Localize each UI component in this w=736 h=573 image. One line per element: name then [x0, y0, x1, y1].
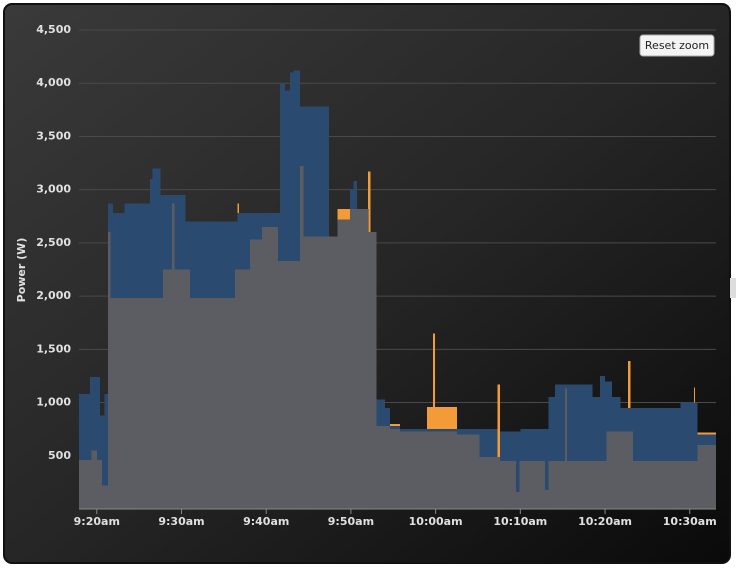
y-tick-label: 3,000	[36, 183, 71, 196]
area-step	[278, 260, 301, 509]
area-step	[250, 239, 262, 509]
area-step	[90, 377, 101, 509]
area-step	[100, 415, 105, 509]
area-step	[565, 388, 567, 509]
side-tab	[730, 278, 736, 298]
area-step	[606, 431, 633, 509]
area-step	[101, 485, 108, 509]
area-step	[592, 397, 600, 509]
area-step	[548, 397, 556, 509]
area-step	[303, 236, 338, 509]
area-step	[79, 460, 92, 509]
area-step	[96, 460, 102, 509]
area-step	[261, 226, 279, 509]
y-tick-label: 3,500	[36, 129, 71, 142]
area-step	[479, 456, 500, 509]
area-step	[376, 425, 390, 509]
area-step	[234, 269, 251, 509]
y-tick-label: 1,000	[36, 396, 71, 409]
x-tick-label: 9:30am	[158, 515, 204, 528]
x-tick-label: 10:00am	[409, 515, 463, 528]
area-step	[433, 333, 435, 509]
x-tick-label: 9:40am	[243, 515, 289, 528]
area-step	[497, 384, 500, 509]
area-step	[104, 394, 108, 509]
y-tick-label: 2,500	[36, 236, 71, 249]
x-tick-label: 10:10am	[493, 515, 547, 528]
area-step	[697, 445, 716, 509]
reset-zoom-button[interactable]	[639, 34, 715, 57]
area-step	[110, 298, 163, 509]
area-step	[162, 269, 173, 509]
y-tick-label: 500	[48, 449, 71, 462]
area-step	[544, 489, 549, 509]
y-tick-label: 2,000	[36, 289, 71, 302]
area-step	[174, 269, 190, 509]
area-step	[172, 203, 175, 509]
area-step	[566, 461, 607, 509]
area-step	[456, 434, 480, 509]
plot-area	[79, 29, 716, 510]
y-tick-label: 4,000	[36, 76, 71, 89]
area-step	[91, 450, 97, 509]
area-step	[300, 166, 304, 509]
area-step	[499, 461, 517, 509]
area-step	[548, 461, 566, 509]
y-axis-title: Power (W)	[15, 238, 28, 303]
area-step	[516, 491, 520, 509]
area-step	[389, 429, 401, 509]
x-tick-label: 9:20am	[74, 515, 120, 528]
area-step	[79, 394, 91, 509]
area-step	[519, 461, 545, 509]
area-step	[632, 461, 698, 509]
area-step	[400, 431, 457, 509]
x-tick-label: 10:20am	[578, 515, 632, 528]
area-step	[599, 375, 606, 509]
area-step	[337, 219, 351, 509]
x-tick-label: 9:50am	[328, 515, 374, 528]
area-step	[107, 232, 111, 509]
area-step	[367, 232, 377, 509]
x-tick-label: 10:30am	[663, 515, 717, 528]
y-tick-label: 1,500	[36, 342, 71, 355]
y-tick-label: 4,500	[36, 23, 71, 36]
reset-zoom-label[interactable]: Reset zoom	[645, 39, 709, 52]
area-step	[189, 298, 235, 509]
area-step	[350, 208, 368, 509]
